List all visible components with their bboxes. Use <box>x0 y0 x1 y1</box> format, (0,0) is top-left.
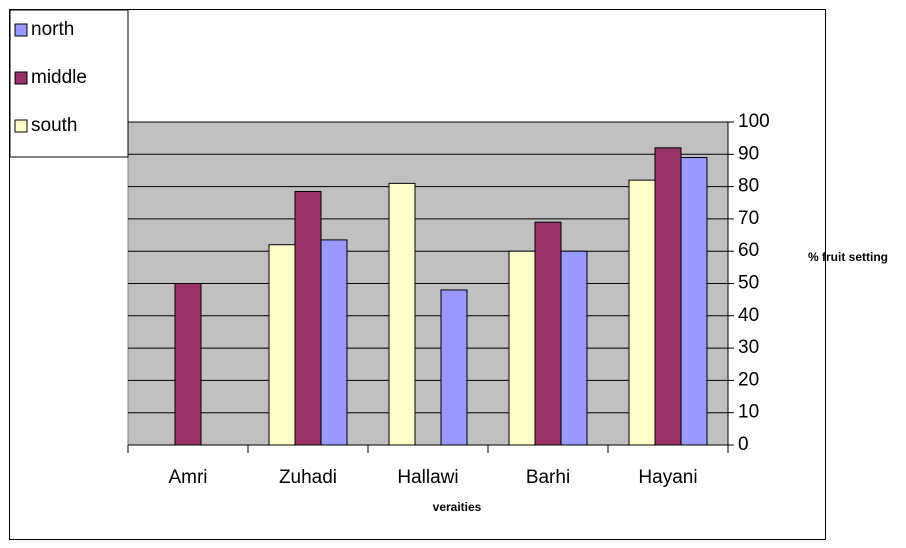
legend-label: north <box>31 19 74 40</box>
y-tick-label: 30 <box>738 337 759 358</box>
bar <box>294 190 322 446</box>
y-tick-label: 10 <box>738 402 759 423</box>
y-tick-label: 100 <box>738 111 770 132</box>
bar <box>628 179 656 446</box>
bar <box>654 147 682 446</box>
bar <box>268 244 296 446</box>
y-tick-label: 80 <box>738 176 759 197</box>
bar <box>174 283 202 446</box>
legend-label: south <box>31 115 77 136</box>
legend-swatch <box>14 119 28 133</box>
x-tick-label: Barhi <box>526 467 570 488</box>
bar <box>508 250 536 446</box>
chart-border <box>9 9 826 540</box>
x-tick-label: Hayani <box>638 467 697 488</box>
bar <box>320 239 348 446</box>
bar <box>680 157 708 446</box>
y-tick-label: 90 <box>738 143 759 164</box>
bar <box>388 182 416 446</box>
y-axis-label: % fruit setting <box>808 250 888 264</box>
y-tick-label: 40 <box>738 305 759 326</box>
bar <box>560 250 588 446</box>
y-tick-label: 20 <box>738 369 759 390</box>
y-tick-label: 70 <box>738 208 759 229</box>
legend-label: middle <box>31 67 87 88</box>
bar <box>534 221 562 446</box>
legend-swatch <box>14 23 28 37</box>
x-tick-label: Hallawi <box>397 467 458 488</box>
bar <box>440 289 468 446</box>
x-tick-label: Amri <box>168 467 207 488</box>
y-tick-label: 60 <box>738 240 759 261</box>
x-tick-label: Zuhadi <box>279 467 337 488</box>
legend-swatch <box>14 71 28 85</box>
x-axis-label: veraities <box>433 500 482 514</box>
y-tick-label: 0 <box>738 434 749 455</box>
y-tick-label: 50 <box>738 273 759 294</box>
legend-box <box>9 9 129 158</box>
